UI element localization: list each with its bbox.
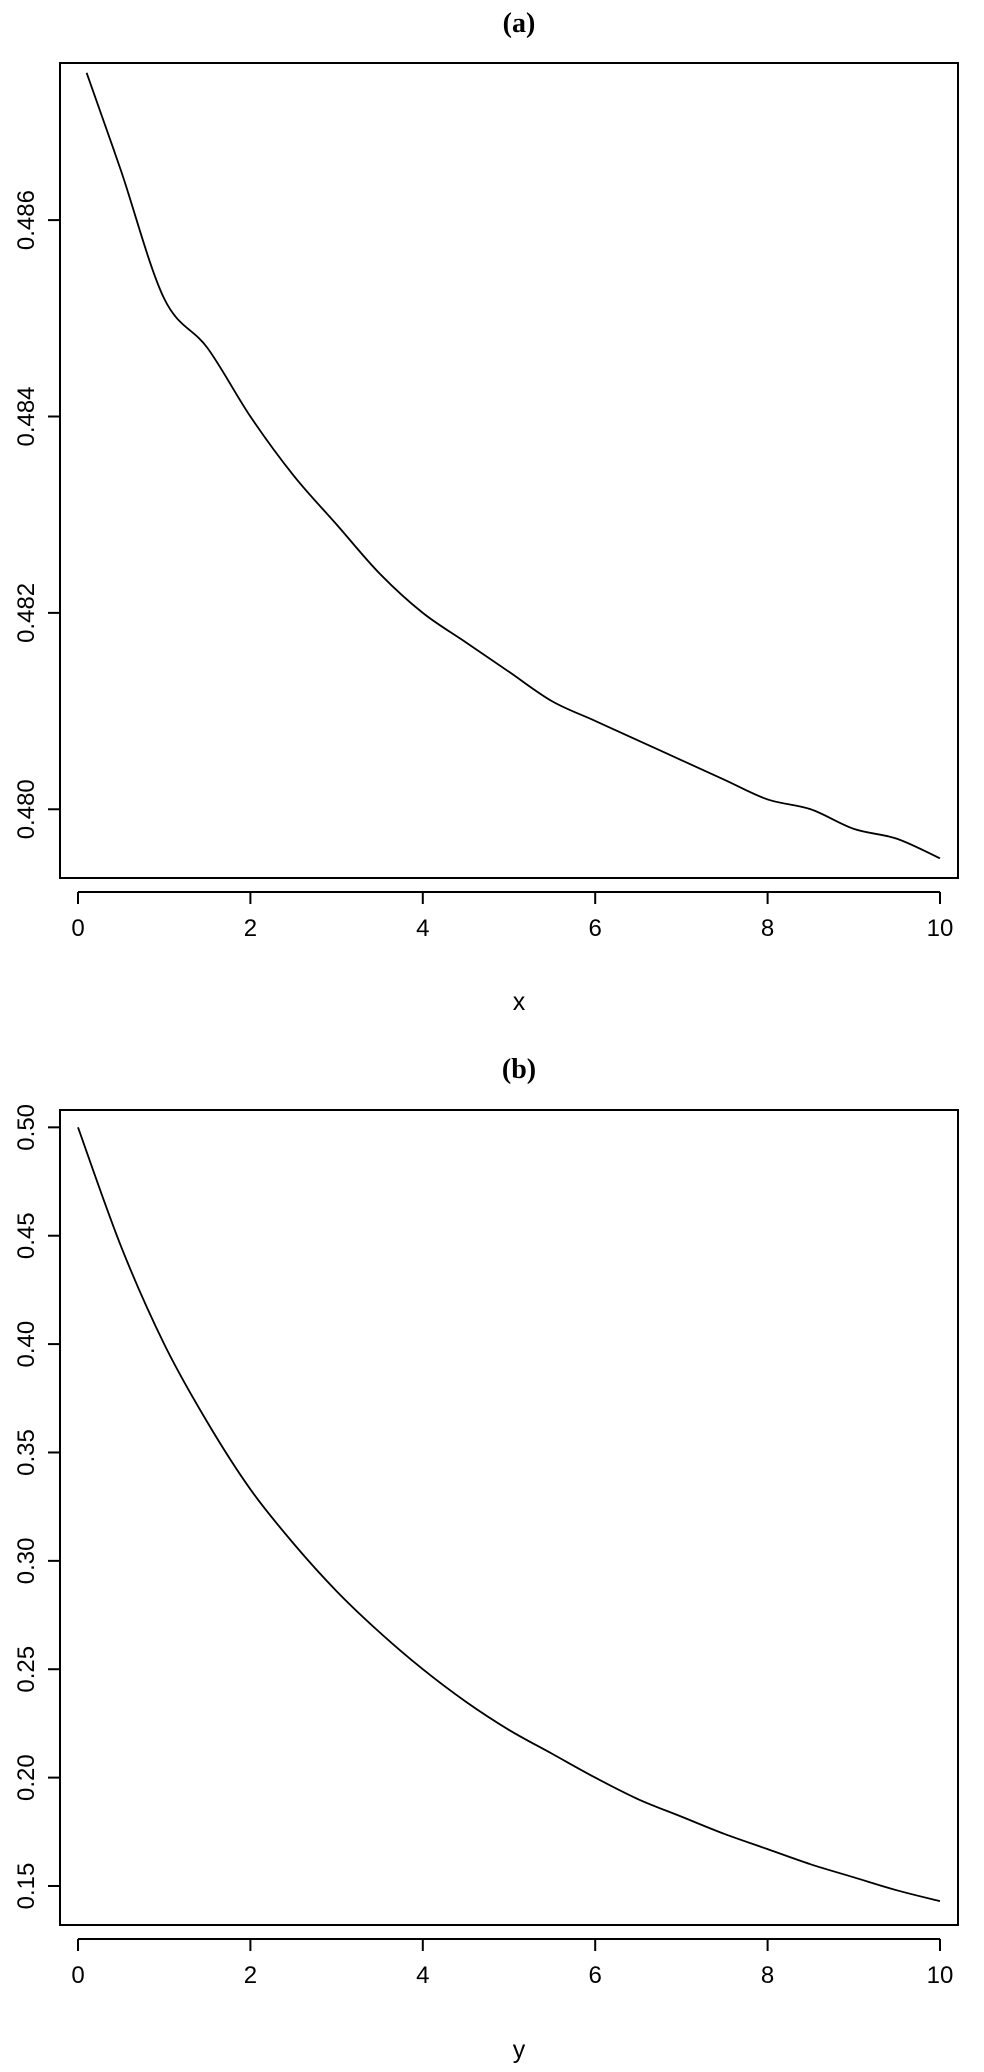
x-axis-ticks: 0 2 4 6 8 10 — [71, 1938, 954, 1989]
x-tick-label: 2 — [244, 915, 257, 942]
x-tick-label: 4 — [416, 1962, 429, 1989]
y-tick-label: 0.482 — [13, 583, 40, 643]
series-line — [77, 1127, 941, 1903]
x-tick-label: 8 — [761, 915, 774, 942]
x-tick-label: 4 — [416, 915, 429, 942]
series-line — [85, 72, 941, 860]
x-tick-label: 10 — [927, 1962, 954, 1989]
x-tick-label: 8 — [761, 1962, 774, 1989]
y-tick-label: 0.30 — [13, 1537, 40, 1584]
chart-panel-a: (a) 0.480 0.482 0.484 0.486 0 2 4 6 8 10 x — [13, 8, 959, 1016]
chart-panel-b: (b) 0.15 0.20 0.25 0.30 0.35 0.40 0.45 0.50 0 2 4… — [13, 1054, 959, 2064]
y-tick-label: 0.480 — [13, 779, 40, 839]
y-axis-ticks: 0.15 0.20 0.25 0.30 0.35 0.40 0.45 0.50 — [13, 1104, 60, 1909]
y-tick-label: 0.15 — [13, 1863, 40, 1910]
plot-frame — [59, 1109, 959, 1926]
y-tick-label: 0.20 — [13, 1754, 40, 1801]
y-tick-label: 0.35 — [13, 1429, 40, 1476]
x-tick-label: 6 — [589, 1962, 602, 1989]
y-axis-ticks: 0.480 0.482 0.484 0.486 — [13, 190, 60, 839]
y-tick-label: 0.484 — [13, 386, 40, 446]
x-tick-label: 0 — [71, 915, 84, 942]
y-tick-label: 0.486 — [13, 190, 40, 250]
y-tick-label: 0.25 — [13, 1646, 40, 1693]
x-axis-ticks: 0 2 4 6 8 10 — [71, 891, 954, 942]
x-tick-label: 0 — [71, 1962, 84, 1989]
y-tick-label: 0.50 — [13, 1104, 40, 1151]
y-tick-label: 0.45 — [13, 1212, 40, 1259]
x-tick-label: 10 — [927, 915, 954, 942]
x-axis-label: y — [513, 2036, 526, 2064]
plot-frame — [59, 62, 959, 879]
chart-title: (b) — [502, 1054, 536, 1085]
x-tick-label: 2 — [244, 1962, 257, 1989]
y-tick-label: 0.40 — [13, 1321, 40, 1368]
chart-title: (a) — [503, 8, 536, 39]
x-axis-label: x — [513, 988, 526, 1016]
x-tick-label: 6 — [589, 915, 602, 942]
